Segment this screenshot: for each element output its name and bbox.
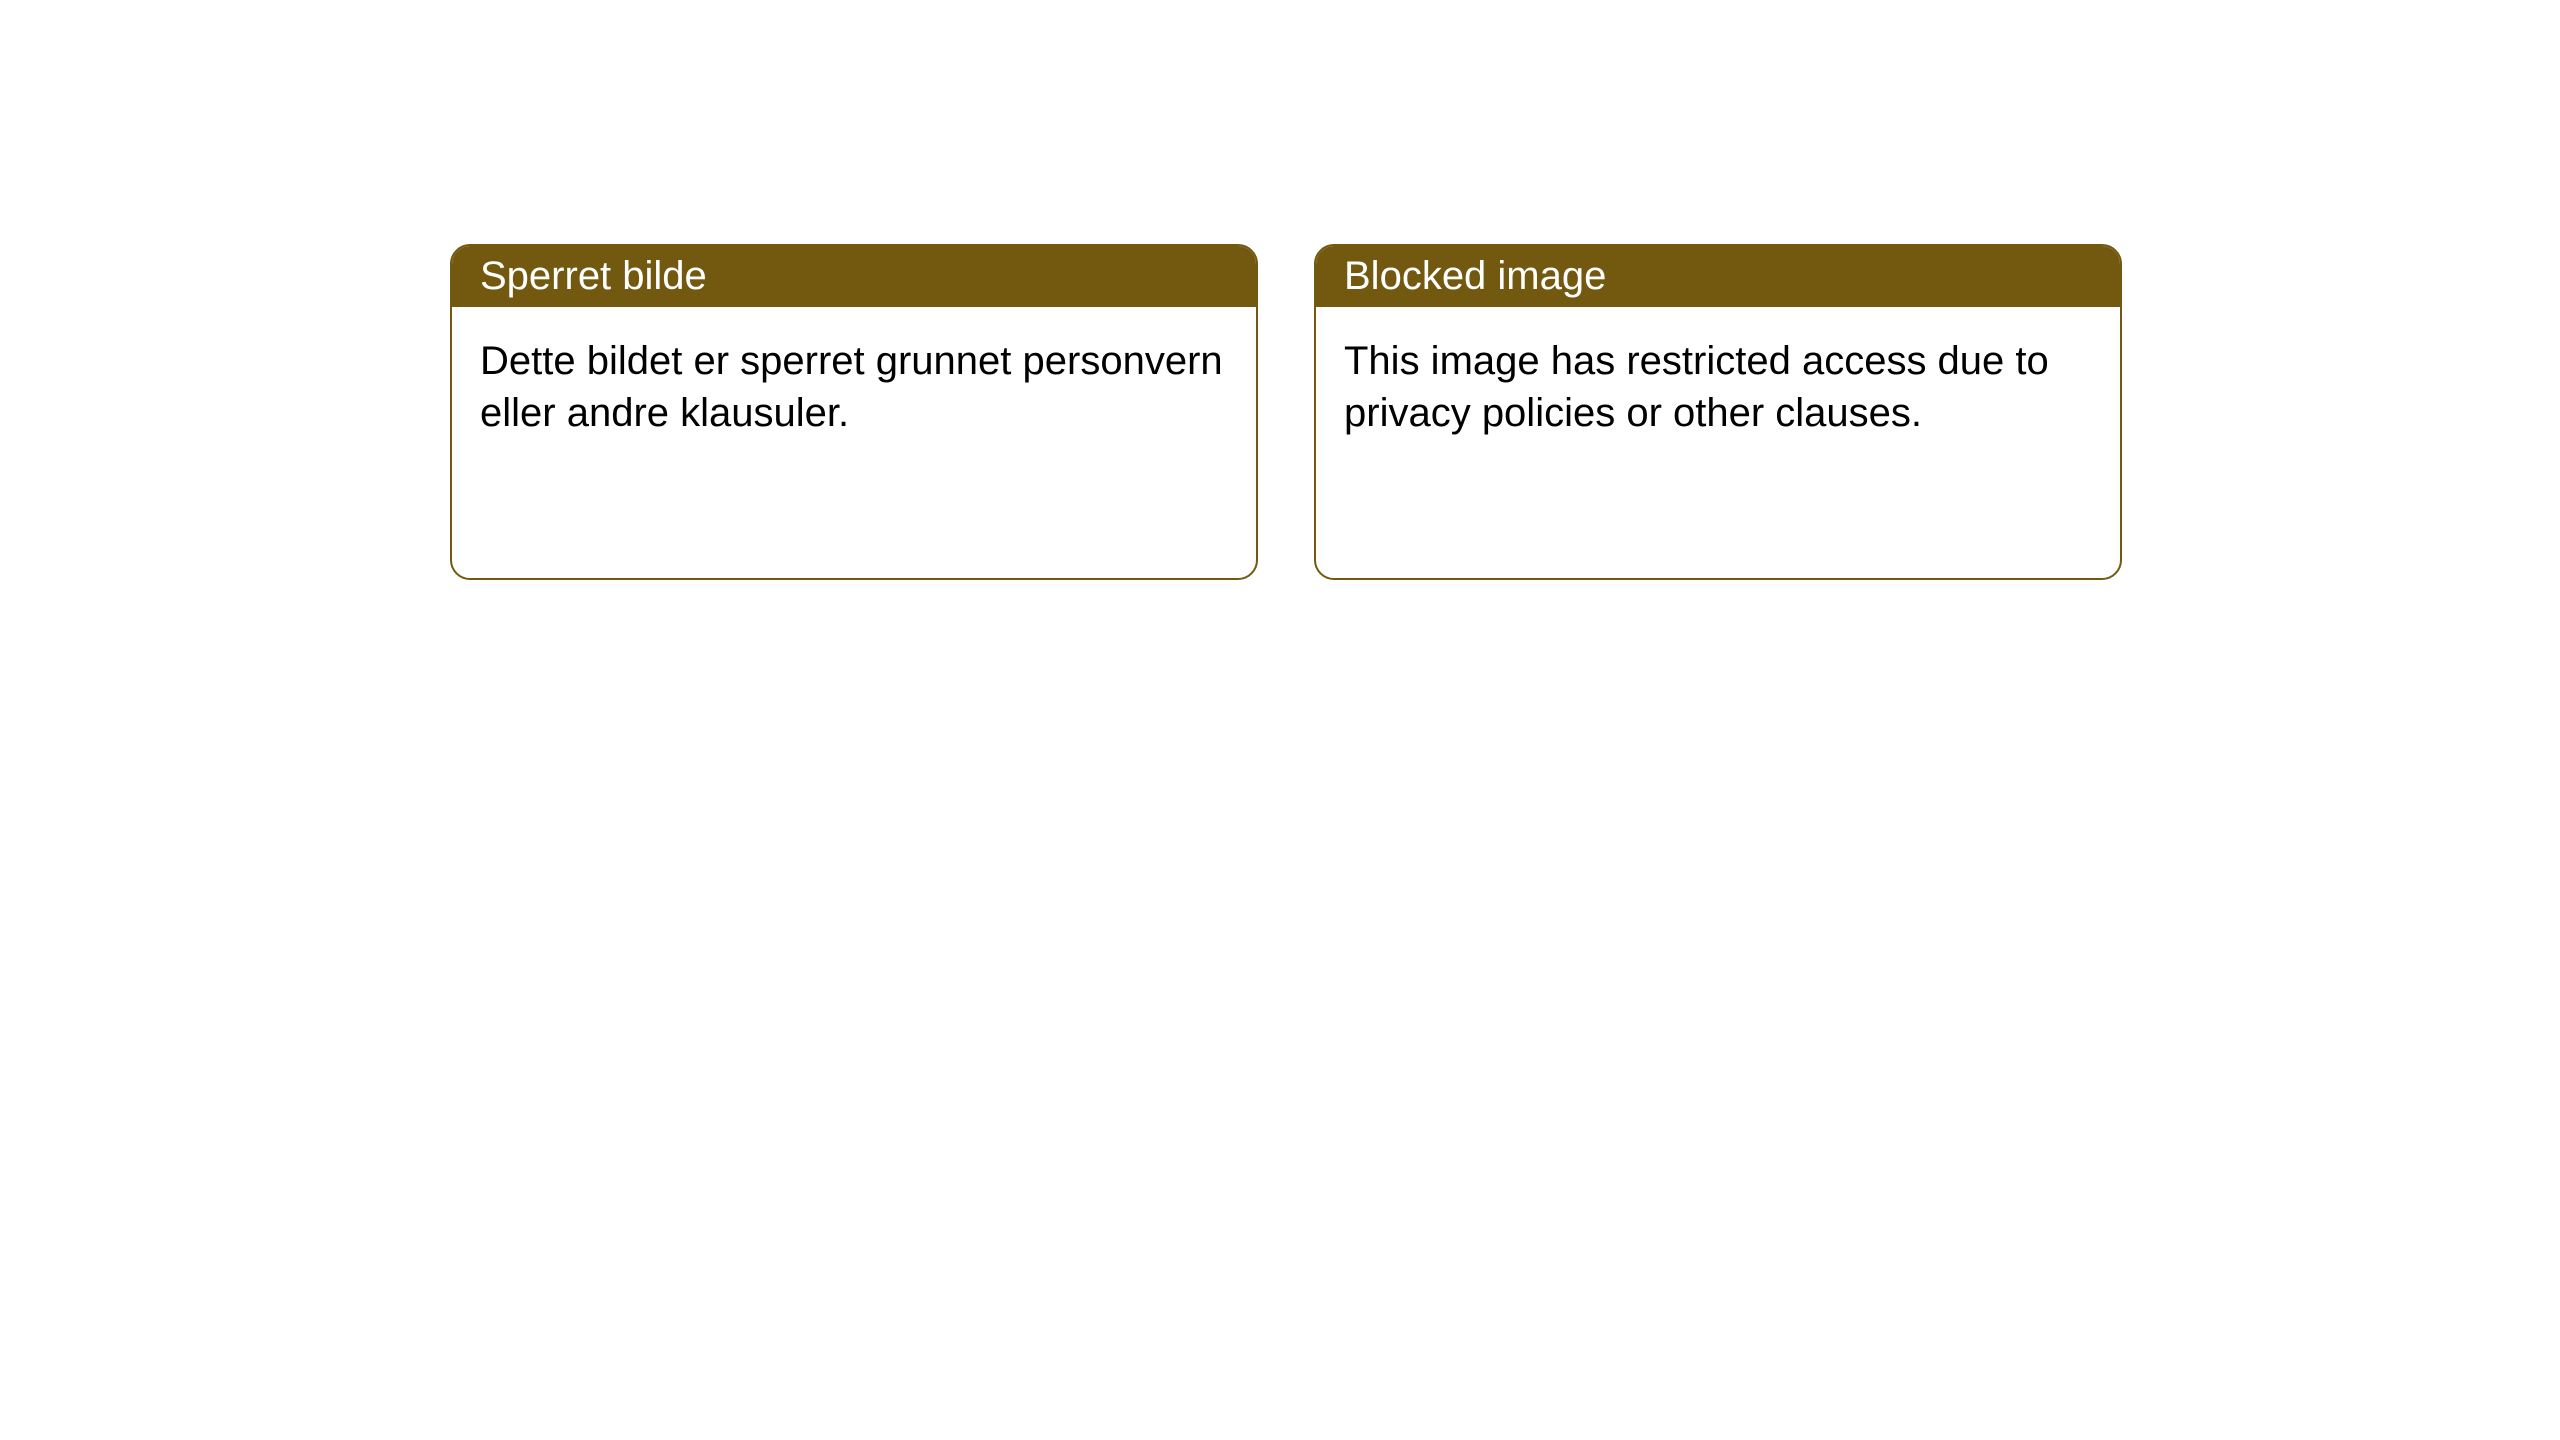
- card-title: Sperret bilde: [480, 254, 707, 298]
- blocked-image-card-en: Blocked image This image has restricted …: [1314, 244, 2122, 580]
- card-header: Blocked image: [1316, 246, 2120, 307]
- card-body: Dette bildet er sperret grunnet personve…: [452, 307, 1256, 467]
- card-body: This image has restricted access due to …: [1316, 307, 2120, 467]
- card-body-text: This image has restricted access due to …: [1344, 339, 2049, 435]
- card-body-text: Dette bildet er sperret grunnet personve…: [480, 339, 1223, 435]
- cards-container: Sperret bilde Dette bildet er sperret gr…: [0, 0, 2560, 580]
- blocked-image-card-no: Sperret bilde Dette bildet er sperret gr…: [450, 244, 1258, 580]
- card-header: Sperret bilde: [452, 246, 1256, 307]
- card-title: Blocked image: [1344, 254, 1606, 298]
